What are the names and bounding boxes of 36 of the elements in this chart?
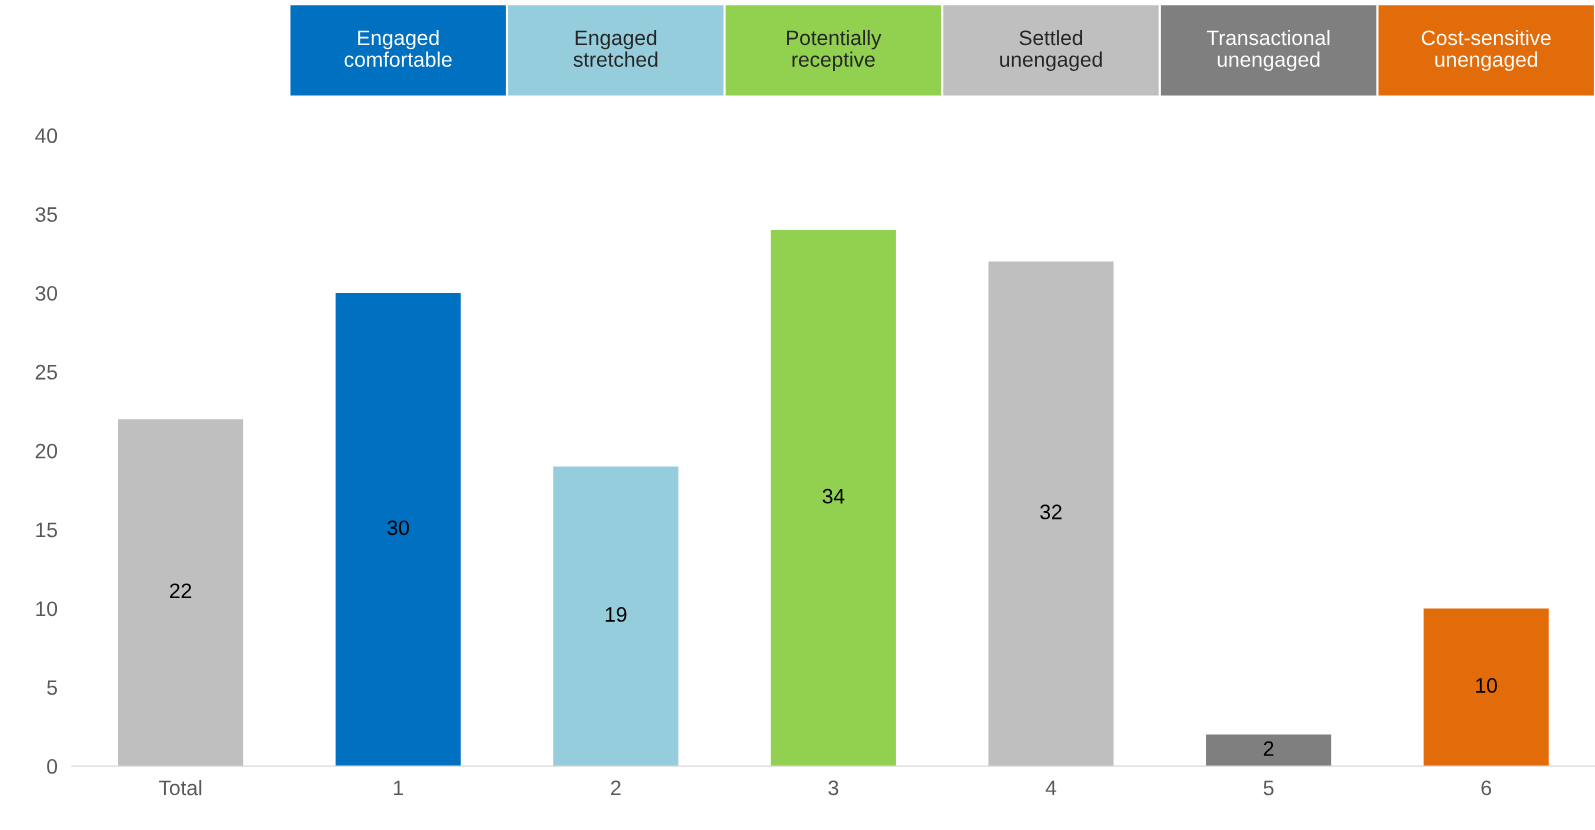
bar <box>1206 734 1332 767</box>
bar <box>770 229 896 767</box>
x-tick-label: 1 <box>393 780 403 796</box>
data-label: 32 <box>1040 504 1062 520</box>
text: Engaged comfortable <box>344 29 452 67</box>
x-tick-label: 6 <box>1481 780 1492 796</box>
y-tick-label: 30 <box>35 285 58 301</box>
data-label: 2 <box>1263 741 1274 756</box>
x-tick-label: 4 <box>1045 780 1057 796</box>
bar <box>118 419 244 767</box>
text: Potentially receptive <box>787 29 882 71</box>
y-tick-label: 0 <box>47 759 58 774</box>
y-tick-label: 10 <box>36 601 58 617</box>
x-tick-label: 3 <box>828 780 839 796</box>
y-tick-label: 25 <box>35 364 58 380</box>
text: Cost-sensitive unengaged <box>1421 29 1551 71</box>
y-tick-label: 5 <box>47 680 58 695</box>
bar <box>988 261 1114 767</box>
x-tick-label: Total <box>159 779 202 796</box>
bar <box>553 466 679 767</box>
data-label: 10 <box>1476 678 1497 693</box>
text: Transactional unengaged <box>1206 29 1330 71</box>
x-tick-label: 5 <box>1263 780 1274 796</box>
data-label: 34 <box>822 488 845 504</box>
data-label: 22 <box>170 583 192 599</box>
y-tick-label: 35 <box>35 207 58 222</box>
bar <box>335 292 461 767</box>
text: Settled unengaged <box>1000 29 1102 71</box>
data-label: 30 <box>387 520 409 536</box>
bar <box>1423 608 1549 767</box>
data-label: 19 <box>605 607 627 622</box>
text: Engaged stretched <box>573 29 658 67</box>
y-tick-label: 40 <box>35 128 58 144</box>
x-tick-label: 2 <box>611 780 621 796</box>
y-tick-label: 20 <box>35 443 58 459</box>
y-tick-label: 15 <box>36 522 58 538</box>
